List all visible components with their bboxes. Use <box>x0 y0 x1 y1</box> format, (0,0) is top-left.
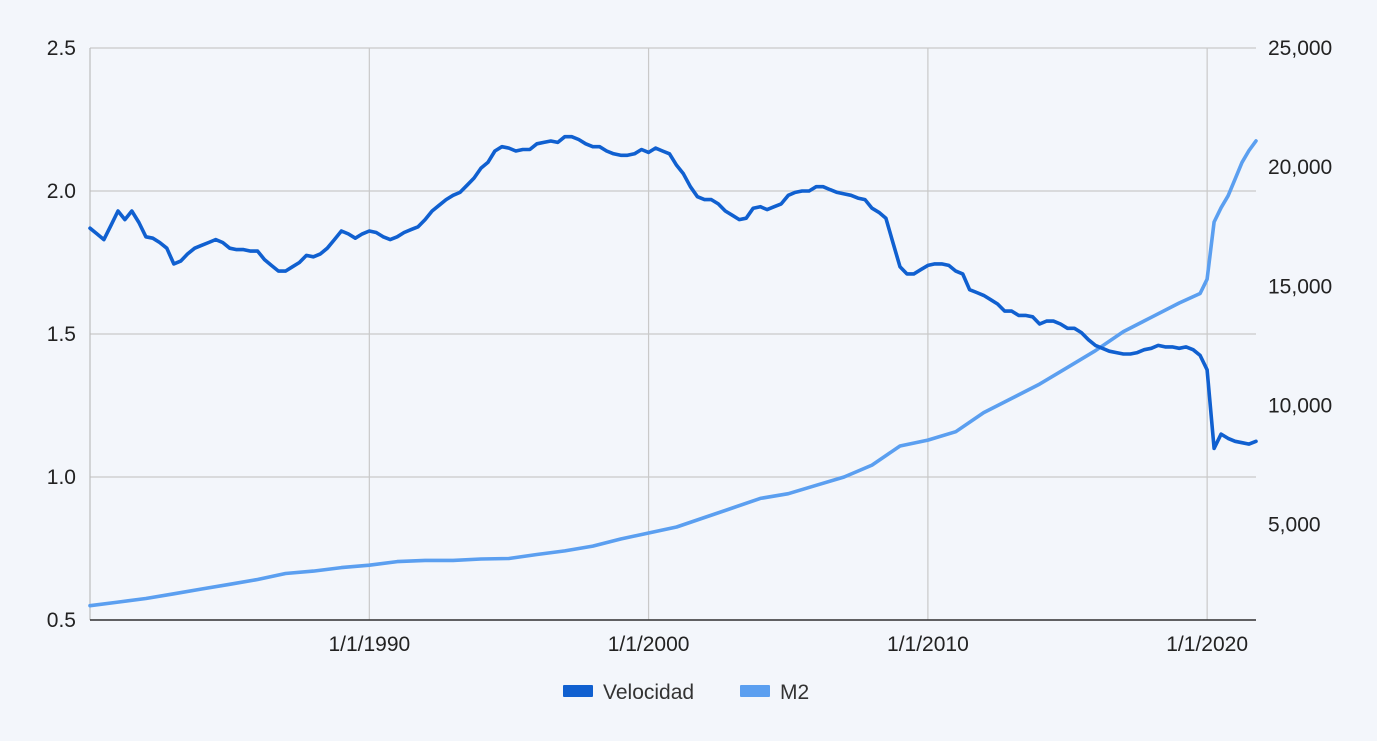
y-right-tick-label: 10,000 <box>1268 395 1332 418</box>
x-tick-label: 1/1/2000 <box>608 633 690 656</box>
x-axis: 1/1/1990 1/1/2000 1/1/2010 1/1/2020 <box>328 633 1248 656</box>
series-line-m2 <box>88 139 1258 608</box>
y-left-tick-label: 1.5 <box>47 323 76 346</box>
x-tick-label: 1/1/1990 <box>328 633 410 656</box>
y-left-tick-label: 2.0 <box>47 180 76 203</box>
legend-swatch-velocidad <box>563 685 593 697</box>
series-line-velocidad <box>88 134 1258 451</box>
legend-label-velocidad: Velocidad <box>603 681 694 704</box>
y-left-tick-label: 2.5 <box>47 37 76 60</box>
y-left-tick-label: 1.0 <box>47 466 76 489</box>
y-axis-right: 5,000 10,000 15,000 20,000 25,000 <box>1268 37 1332 537</box>
y-left-tick-label: 0.5 <box>47 609 76 632</box>
legend-label-m2: M2 <box>780 681 809 704</box>
legend-swatch-m2 <box>740 685 770 697</box>
y-right-tick-label: 20,000 <box>1268 156 1332 179</box>
y-right-tick-label: 25,000 <box>1268 37 1332 60</box>
legend: Velocidad M2 <box>563 681 809 704</box>
y-right-tick-label: 5,000 <box>1268 514 1321 537</box>
y-axis-left: 0.5 1.0 1.5 2.0 2.5 <box>47 37 76 632</box>
x-tick-label: 1/1/2020 <box>1166 633 1248 656</box>
series <box>88 134 1258 608</box>
x-tick-label: 1/1/2010 <box>887 633 969 656</box>
y-right-tick-label: 15,000 <box>1268 275 1332 298</box>
grid <box>89 47 1256 621</box>
